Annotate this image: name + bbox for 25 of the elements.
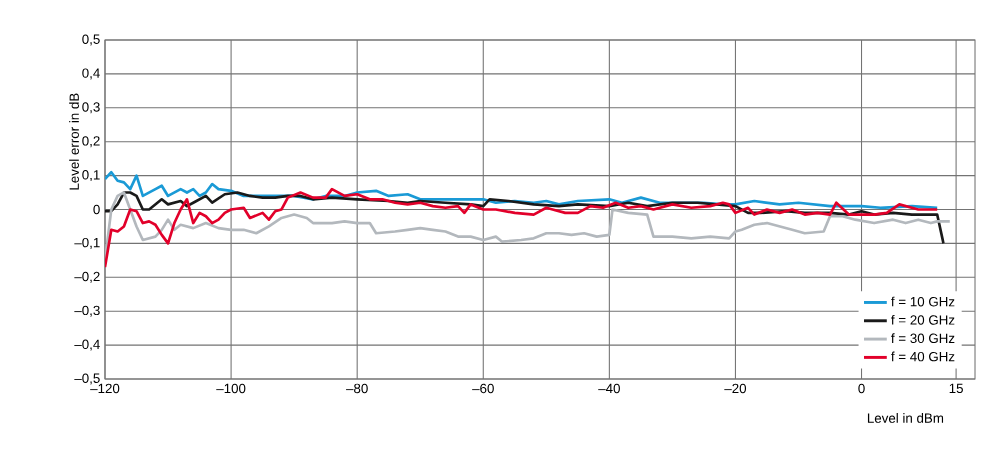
legend-label: f = 30 GHz bbox=[891, 333, 955, 344]
legend-label: f = 10 GHz bbox=[891, 296, 955, 307]
x-tick-label: –40 bbox=[598, 383, 620, 394]
x-tick-label: –120 bbox=[90, 383, 120, 394]
y-tick-label: 0,5 bbox=[82, 34, 100, 46]
x-tick-label: –80 bbox=[346, 383, 368, 394]
y-axis-title: Level error in dB bbox=[69, 93, 79, 190]
legend-label: f = 20 GHz bbox=[891, 314, 955, 325]
y-tick-label: 0,4 bbox=[82, 68, 100, 80]
y-tick-label: 0 bbox=[93, 204, 100, 215]
y-tick-label: –0,2 bbox=[74, 271, 100, 283]
x-tick-label: –100 bbox=[216, 383, 246, 394]
legend-label: f = 40 GHz bbox=[891, 351, 955, 362]
y-tick-label: 0,2 bbox=[82, 136, 100, 148]
x-tick-label: –60 bbox=[472, 383, 494, 394]
x-axis-title: Level in dBm bbox=[867, 413, 944, 423]
x-tick-label: –20 bbox=[724, 383, 747, 394]
y-tick-label: 0,3 bbox=[82, 102, 100, 114]
y-tick-label: 0,1 bbox=[82, 170, 100, 182]
x-tick-label: 15 bbox=[949, 383, 963, 394]
y-tick-label: –0,1 bbox=[74, 237, 100, 249]
y-tick-label: –0,5 bbox=[74, 373, 100, 385]
y-tick-label: –0,3 bbox=[74, 305, 100, 317]
y-tick-label: –0,4 bbox=[74, 339, 100, 351]
x-tick-label: 0 bbox=[858, 383, 865, 394]
